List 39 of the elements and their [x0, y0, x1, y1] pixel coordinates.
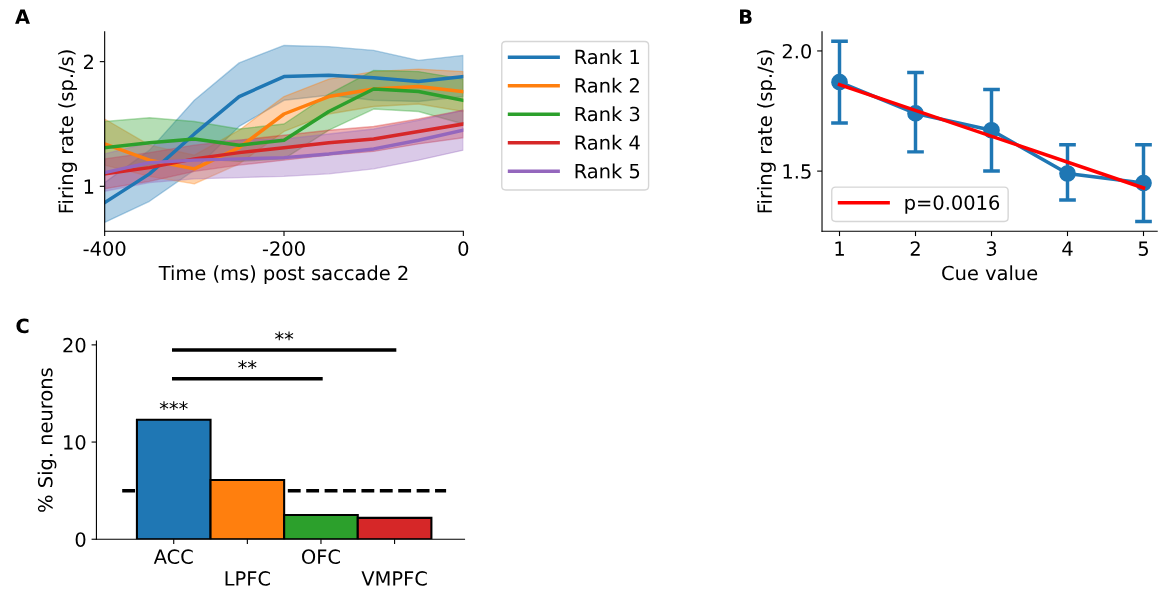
x-tick-label: 4: [1062, 241, 1073, 256]
x-axis-title: Time (ms) post saccade 2: [158, 265, 408, 285]
x-tick-label: 5: [1138, 241, 1148, 256]
legend-label: p=0.0016: [905, 195, 1000, 214]
chart-title: B: [740, 9, 752, 24]
chart-title: A: [15, 9, 30, 24]
y-axis-title: Firing rate (sp./s): [757, 50, 776, 213]
x-tick-label: 0: [458, 241, 469, 256]
x-tick-label: VMPFC: [361, 571, 427, 586]
legend-label: Rank 1: [575, 49, 640, 65]
x-tick-label: -200: [262, 241, 305, 256]
x-tick-label: 1: [835, 241, 844, 256]
legend-label: Rank 3: [575, 106, 640, 122]
annotation: **: [238, 360, 257, 370]
x-axis-title: Cue value: [942, 265, 1038, 281]
y-tick-label: 1.5: [783, 164, 811, 179]
legend-label: Rank 2: [575, 77, 639, 93]
y-tick-label: 20: [63, 337, 86, 353]
y-tick-label: 0: [75, 532, 86, 547]
y-axis-title: % Sig. neurons: [37, 368, 57, 512]
annotation: ***: [159, 401, 188, 411]
y-tick-label: 2: [84, 54, 93, 70]
x-tick-label: OFC: [302, 549, 340, 565]
x-tick-label: ACC: [153, 549, 193, 565]
chart-title: C: [16, 318, 29, 334]
point: [1059, 165, 1076, 182]
y-tick-label: 1: [84, 179, 94, 194]
y-tick-label: 10: [64, 435, 86, 450]
text: **: [275, 331, 294, 341]
y-axis-title: Firing rate (sp./s): [58, 50, 78, 213]
x-tick-label: 2: [910, 241, 920, 256]
x-tick-label: -400: [83, 241, 126, 256]
x-tick-label: 3: [986, 241, 997, 256]
x-tick-label: LPFC: [225, 571, 270, 586]
line-series: [104, 73, 464, 205]
legend-label: Rank 5: [575, 163, 640, 179]
legend-label: Rank 4: [575, 134, 640, 150]
y-tick-label: 2.0: [782, 43, 812, 59]
line-series: [104, 87, 464, 150]
